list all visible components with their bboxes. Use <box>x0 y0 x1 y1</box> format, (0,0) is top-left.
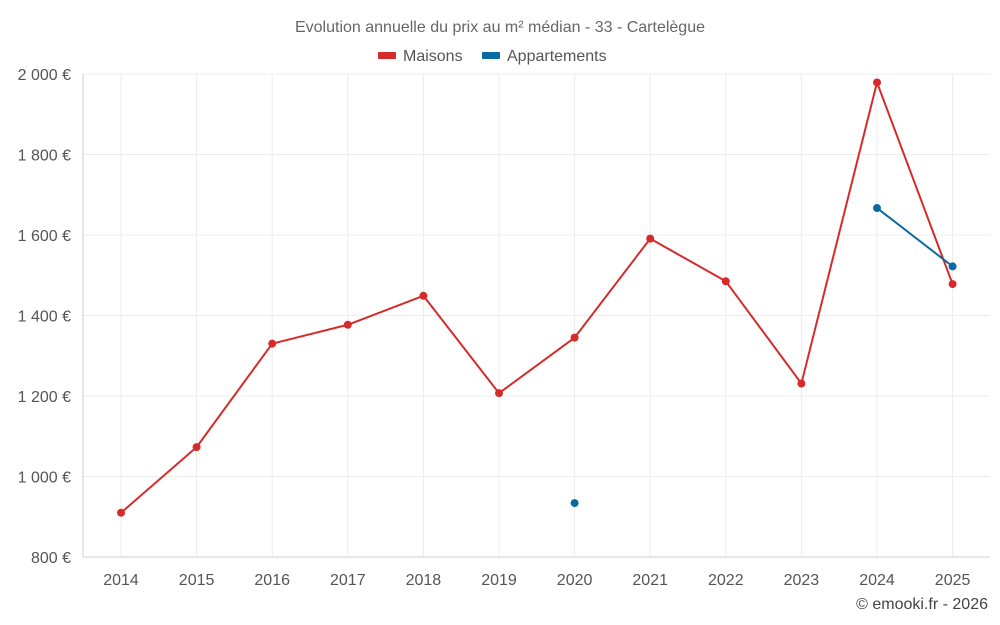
legend-label: Maisons <box>403 48 463 65</box>
legend: Maisons Appartements <box>378 48 607 65</box>
x-tick-label: 2016 <box>254 572 290 589</box>
y-tick-label: 1 200 € <box>18 389 71 406</box>
data-point-appartements[interactable] <box>570 499 579 508</box>
y-tick-label: 1 400 € <box>18 309 71 326</box>
data-point-maisons[interactable] <box>495 389 503 398</box>
y-tick-label: 800 € <box>31 550 71 567</box>
y-tick-label: 1 000 € <box>18 470 71 487</box>
x-tick-label: 2017 <box>330 572 366 589</box>
data-point-maisons[interactable] <box>192 443 201 452</box>
x-tick-label: 2014 <box>103 572 139 589</box>
x-tick-label: 2021 <box>632 572 668 589</box>
data-point-maisons[interactable] <box>873 78 881 87</box>
chart-title: Evolution annuelle du prix au m² médian … <box>295 19 705 36</box>
y-tick-label: 1 800 € <box>18 148 71 165</box>
legend-swatch <box>378 52 396 59</box>
data-point-maisons[interactable] <box>343 320 352 329</box>
x-tick-label: 2020 <box>557 572 593 589</box>
x-tick-label: 2023 <box>784 572 820 589</box>
legend-label: Appartements <box>507 48 607 65</box>
series-line-appartements <box>876 207 954 268</box>
x-tick-label: 2018 <box>406 572 442 589</box>
legend-item-appartements[interactable]: Appartements <box>482 48 607 65</box>
x-tick-label: 2022 <box>708 572 744 589</box>
series-line-maisons <box>120 81 954 514</box>
data-point-maisons[interactable] <box>117 508 125 517</box>
x-axis: 2014 2015 2016 2017 2018 2019 2020 2021 2022 2023… <box>83 556 990 589</box>
data-point-maisons[interactable] <box>797 379 806 388</box>
y-tick-label: 1 600 € <box>18 228 71 245</box>
data-point-appartements[interactable] <box>873 204 881 213</box>
y-axis: 800 € 1 000 € 1 200 € 1 400 € 1 600 € 1 800 €… <box>18 67 84 567</box>
grid <box>83 73 990 557</box>
legend-item-maisons[interactable]: Maisons <box>378 48 463 65</box>
x-tick-label: 2019 <box>481 572 517 589</box>
data-point-maisons[interactable] <box>721 277 730 286</box>
y-tick-label: 2 000 € <box>18 67 71 84</box>
data-point-maisons[interactable] <box>268 339 277 348</box>
series-layer <box>117 78 957 517</box>
x-tick-label: 2025 <box>935 572 971 589</box>
x-tick-label: 2024 <box>859 572 895 589</box>
series-appartements <box>570 204 957 508</box>
data-point-maisons[interactable] <box>646 234 655 243</box>
x-tick-label: 2015 <box>179 572 215 589</box>
data-point-maisons[interactable] <box>570 333 579 342</box>
data-point-maisons[interactable] <box>948 280 957 289</box>
data-point-appartements[interactable] <box>948 262 957 271</box>
data-point-maisons[interactable] <box>419 291 428 300</box>
credit-text: © emooki.fr - 2026 <box>856 596 988 613</box>
legend-swatch <box>482 52 500 59</box>
series-maisons <box>117 78 957 517</box>
